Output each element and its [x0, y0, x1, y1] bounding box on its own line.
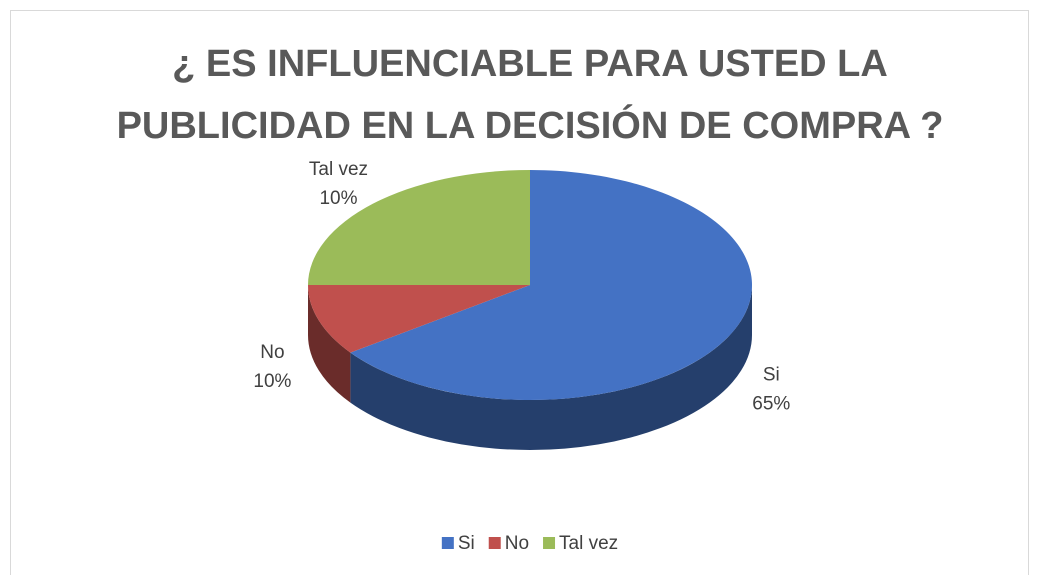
legend-label: Si — [458, 533, 475, 554]
chart-title: PUBLICIDAD EN LA DECISIÓN DE COMPRA ? — [117, 103, 944, 147]
data-label-value: 10% — [319, 188, 357, 209]
legend-swatch — [488, 537, 501, 549]
data-label-value: 10% — [253, 371, 291, 392]
data-label-value: 65% — [752, 393, 790, 414]
data-label-category: Si — [763, 364, 780, 385]
slice — [308, 170, 530, 285]
slice-side — [308, 285, 351, 403]
legend-label: Tal vez — [559, 533, 618, 554]
data-label-category: No — [260, 342, 284, 363]
legend-label: No — [505, 533, 529, 554]
legend-swatch — [543, 537, 556, 549]
data-label-category: Tal vez — [309, 159, 368, 180]
chart-title: ¿ ES INFLUENCIABLE PARA USTED LA — [172, 43, 888, 85]
slice-side — [350, 285, 752, 450]
slice — [350, 170, 752, 400]
slice — [308, 285, 530, 353]
legend-swatch — [441, 537, 454, 549]
legend: Si No Tal vez — [441, 533, 618, 554]
